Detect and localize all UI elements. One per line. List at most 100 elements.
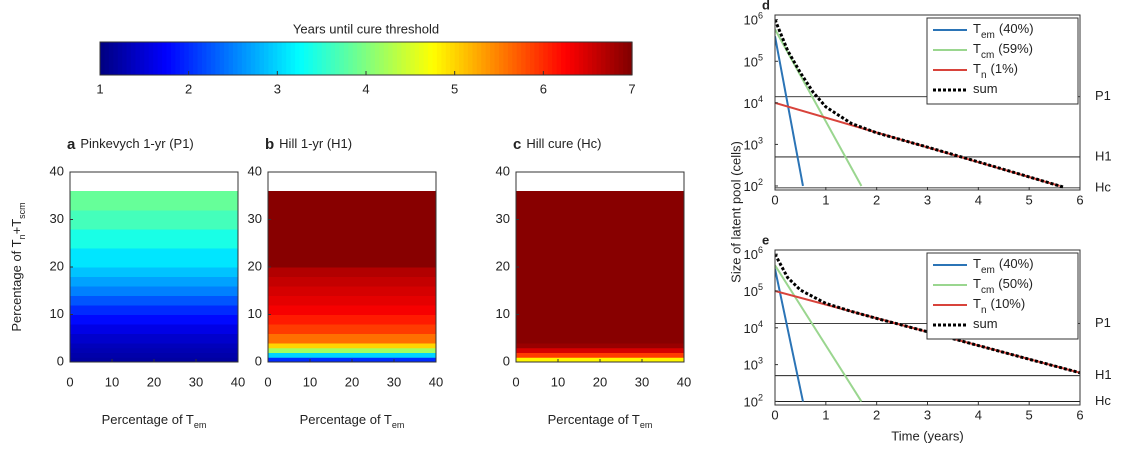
heatmap-cell — [268, 248, 436, 268]
heatmap-cell — [268, 229, 436, 249]
y-tick-label: 104 — [744, 94, 763, 111]
heatmap-cell — [516, 305, 684, 315]
y-tick-label: 10 — [248, 306, 262, 321]
legend-label: Tem (40%) — [973, 256, 1034, 276]
colorbar-tick-label: 3 — [274, 81, 281, 96]
colorbar-cell — [241, 42, 247, 75]
y-tick-label: 20 — [248, 258, 262, 273]
colorbar-cell — [592, 42, 598, 75]
colorbar-cell — [578, 42, 584, 75]
y-tick-label: 105 — [744, 282, 763, 299]
colorbar-cell — [250, 42, 256, 75]
legend-name: T — [973, 276, 981, 291]
axis-label: Percentage of Tem — [548, 412, 653, 430]
colorbar-cell — [210, 42, 216, 75]
legend-label: Tem (40%) — [973, 21, 1034, 41]
colorbar-cell — [308, 42, 314, 75]
x-tick-label: 10 — [105, 374, 119, 389]
colorbar-cell — [326, 42, 332, 75]
colorbar-cell — [627, 42, 633, 75]
label-text: Percentage of T — [548, 412, 640, 427]
colorbar-tick-label: 7 — [628, 81, 635, 96]
colorbar-cell — [485, 42, 491, 75]
heatmap-cell — [516, 347, 684, 353]
legend-pct: (59%) — [998, 41, 1033, 56]
colorbar-cell — [259, 42, 265, 75]
tick-exponent: 4 — [758, 94, 763, 104]
colorbar-cell — [374, 42, 380, 75]
legend-box — [926, 17, 1079, 105]
subscript: scm — [17, 202, 27, 219]
colorbar-cell — [556, 42, 562, 75]
colorbar-cell — [565, 42, 571, 75]
legend-label: Tn (1%) — [973, 61, 1018, 81]
colorbar-cell — [104, 42, 110, 75]
series-line — [775, 253, 1080, 375]
x-tick-label: 0 — [66, 374, 73, 389]
heatmap-cell — [268, 343, 436, 349]
x-tick-label: 20 — [593, 374, 607, 389]
x-tick-label: 0 — [264, 374, 271, 389]
colorbar-cell — [574, 42, 580, 75]
x-tick-label: 4 — [975, 407, 982, 422]
panel-title-text: Hill 1-yr (H1) — [279, 136, 352, 151]
tick-exponent: 3 — [758, 136, 763, 146]
panel-letter: c — [513, 136, 521, 153]
colorbar-cell — [113, 42, 119, 75]
legend-sub: n — [981, 305, 987, 316]
colorbar-cell — [596, 42, 602, 75]
tick-base: 10 — [744, 13, 758, 28]
heatmap-cell — [70, 347, 238, 353]
colorbar-cell — [397, 42, 403, 75]
y-tick-label: 104 — [744, 319, 763, 336]
y-tick-label: 40 — [50, 163, 64, 178]
colorbar-cell — [587, 42, 593, 75]
colorbar-cell — [472, 42, 478, 75]
x-tick-label: 3 — [924, 192, 931, 207]
colorbar-cell — [561, 42, 567, 75]
colorbar-cell — [193, 42, 199, 75]
y-tick-label: 102 — [744, 393, 763, 410]
tick-exponent: 3 — [758, 356, 763, 366]
heatmap-cell — [268, 267, 436, 277]
y-tick-label: 40 — [496, 163, 510, 178]
colorbar-cell — [534, 42, 540, 75]
legend-label: Tcm (59%) — [973, 41, 1033, 61]
series-line — [775, 28, 863, 187]
x-tick-label: 40 — [429, 374, 443, 389]
heatmap-cell — [516, 352, 684, 358]
y-tick-label: 0 — [57, 353, 64, 368]
colorbar-cell — [139, 42, 145, 75]
tick-base: 10 — [744, 55, 758, 70]
colorbar-cell — [108, 42, 114, 75]
colorbar-cell — [330, 42, 336, 75]
colorbar-cell — [623, 42, 629, 75]
series-line — [775, 268, 804, 402]
colorbar-cell — [614, 42, 620, 75]
colorbar-cell — [170, 42, 176, 75]
colorbar-cell — [423, 42, 429, 75]
tick-base: 10 — [744, 395, 758, 410]
x-tick-label: 5 — [1026, 192, 1033, 207]
colorbar-cell — [357, 42, 363, 75]
tick-base: 10 — [744, 96, 758, 111]
heatmap-cell — [70, 267, 238, 277]
colorbar-cell — [197, 42, 203, 75]
colorbar-cell — [459, 42, 465, 75]
heatmap-cell — [70, 333, 238, 344]
threshold-label: H1 — [1095, 367, 1112, 382]
legend-label: sum — [973, 316, 998, 331]
subscript: em — [640, 420, 653, 430]
axis-label: Percentage of Tem — [300, 412, 405, 430]
colorbar-cell — [201, 42, 207, 75]
tick-exponent: 5 — [758, 282, 763, 292]
colorbar-cell — [428, 42, 434, 75]
y-tick-label: 30 — [496, 211, 510, 226]
legend-sub: cm — [981, 50, 994, 61]
x-tick-label: 4 — [975, 192, 982, 207]
colorbar-cell — [135, 42, 141, 75]
legend-name: sum — [973, 316, 998, 331]
colorbar-tick-label: 4 — [362, 81, 369, 96]
colorbar-cell — [166, 42, 172, 75]
